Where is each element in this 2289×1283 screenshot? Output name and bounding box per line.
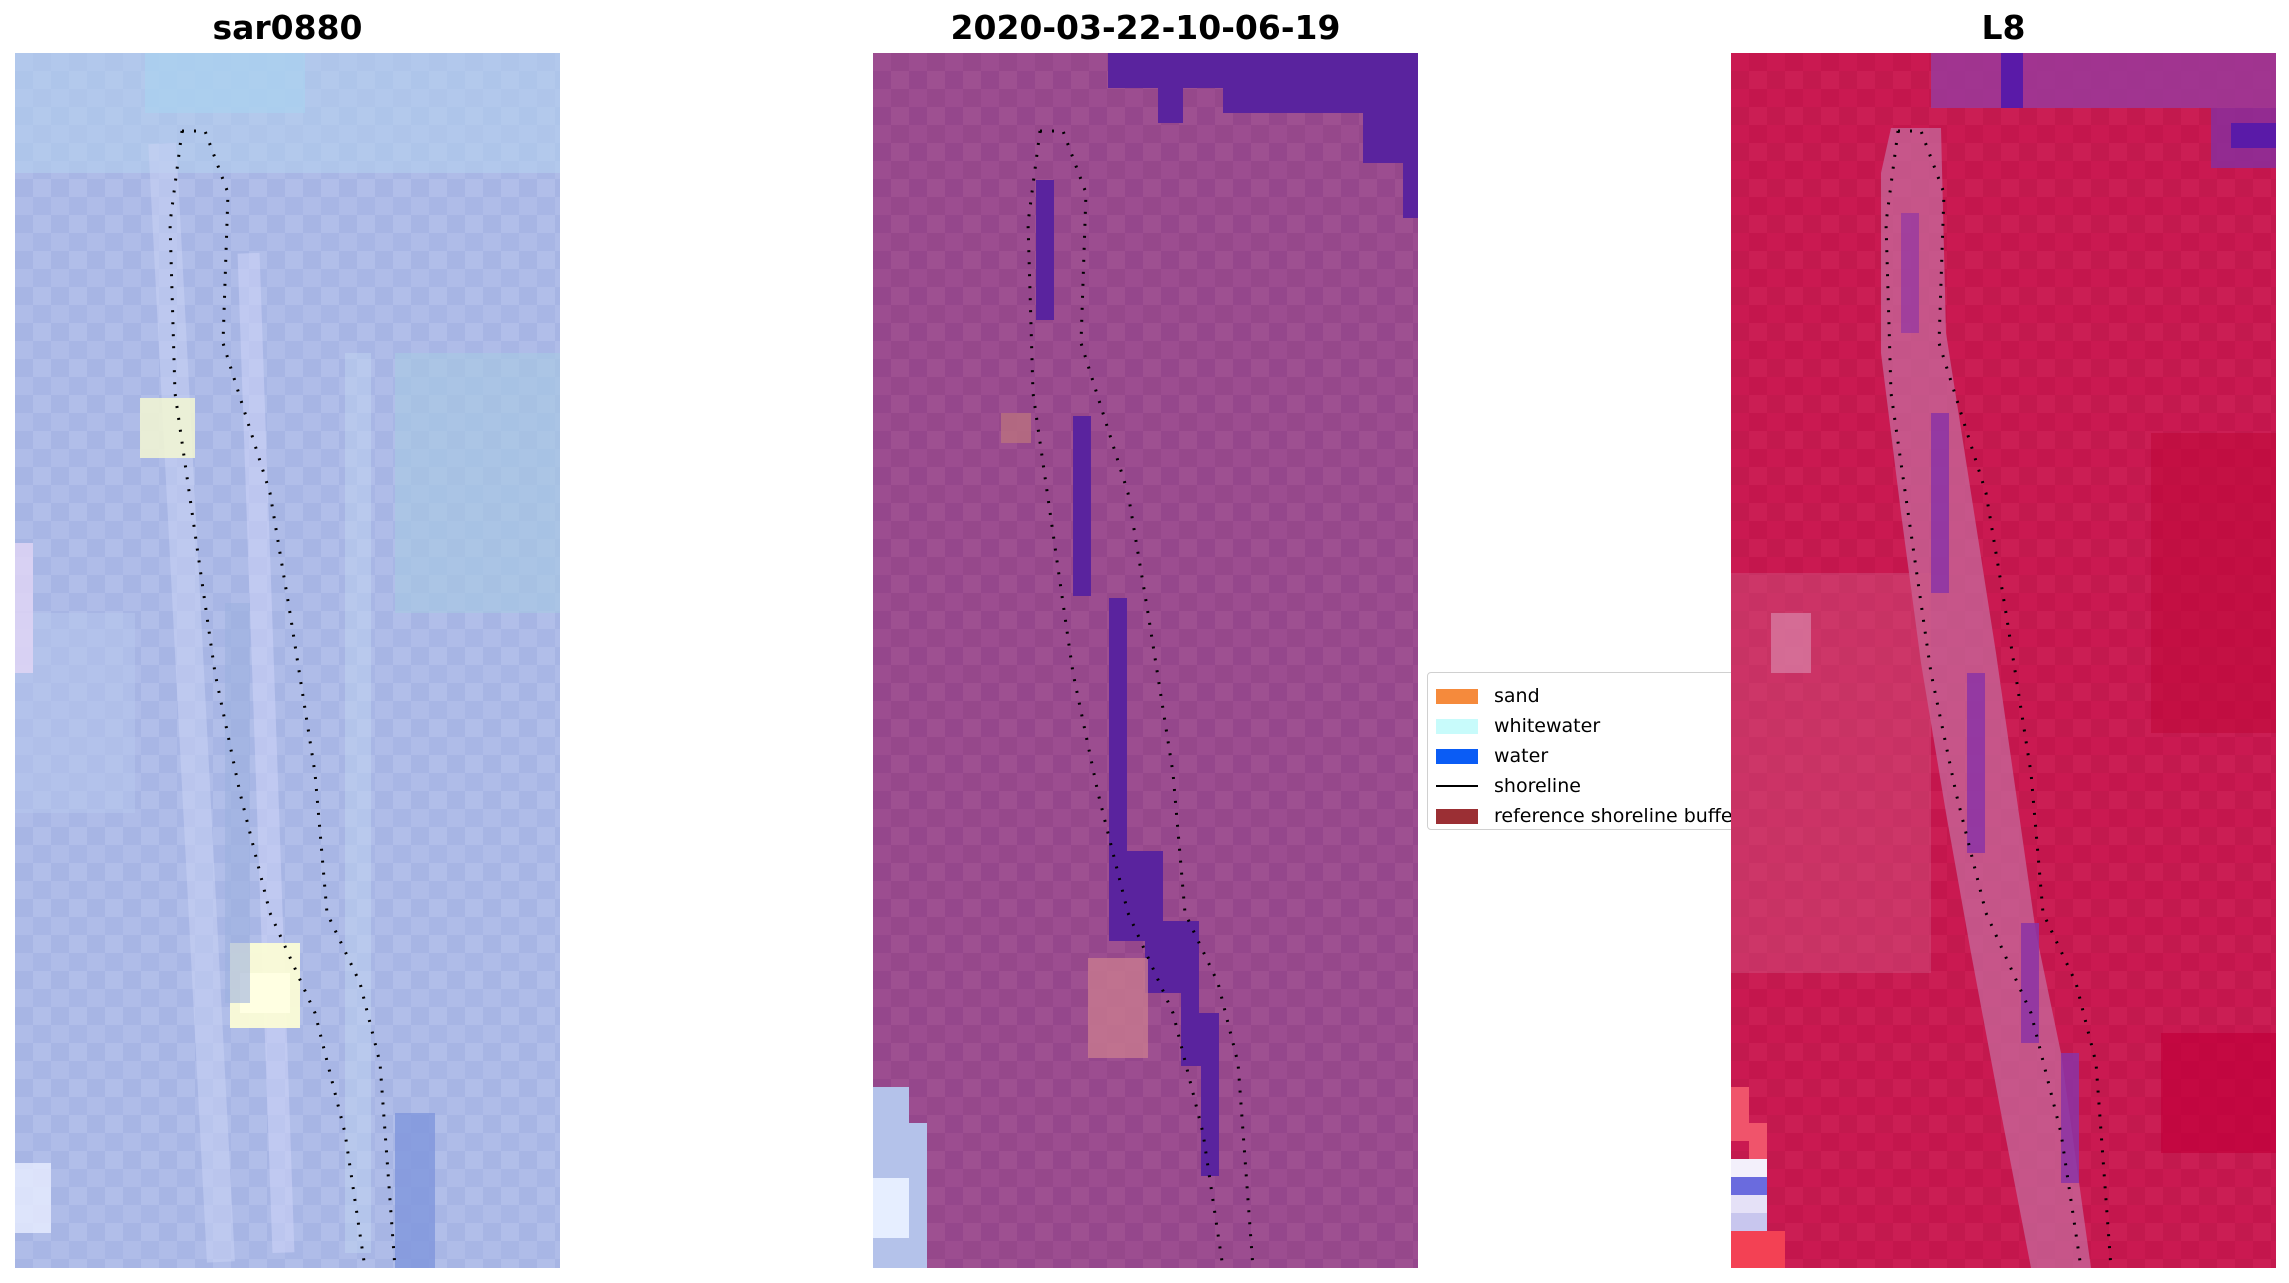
shoreline-line xyxy=(1040,129,1255,1268)
sar-image-panel xyxy=(15,53,560,1268)
legend-item-water: water xyxy=(1436,743,1548,769)
legend-item-sand: sand xyxy=(1436,683,1540,709)
legend-swatch-sand xyxy=(1436,688,1478,704)
classified-image xyxy=(873,53,1418,1268)
panel-title-date: 2020-03-22-10-06-19 xyxy=(950,8,1341,47)
legend-label: water xyxy=(1494,745,1549,767)
legend-label: reference shoreline buffer xyxy=(1494,805,1737,827)
legend-label: shoreline xyxy=(1494,775,1581,797)
panel-title-sar: sar0880 xyxy=(212,8,363,47)
legend-swatch-reference-buffer xyxy=(1436,808,1478,824)
l8-image xyxy=(1731,53,2276,1268)
legend-swatch-water xyxy=(1436,748,1478,764)
l8-image-panel xyxy=(1731,53,2276,1268)
legend-label: whitewater xyxy=(1494,715,1601,737)
legend-label: sand xyxy=(1494,685,1540,707)
shoreline-line xyxy=(1898,129,2113,1268)
sar-image xyxy=(15,53,560,1268)
legend-item-reference-buffer: reference shoreline buffer xyxy=(1436,803,1737,829)
legend-swatch-whitewater xyxy=(1436,718,1478,734)
classified-image-panel xyxy=(873,53,1418,1268)
legend-item-shoreline: shoreline xyxy=(1436,773,1581,799)
legend: sand whitewater water shoreline referenc… xyxy=(1427,672,1737,830)
panel-title-l8: L8 xyxy=(1981,8,2026,47)
legend-line-shoreline xyxy=(1436,785,1478,787)
shoreline-line xyxy=(182,129,397,1268)
legend-item-whitewater: whitewater xyxy=(1436,713,1600,739)
